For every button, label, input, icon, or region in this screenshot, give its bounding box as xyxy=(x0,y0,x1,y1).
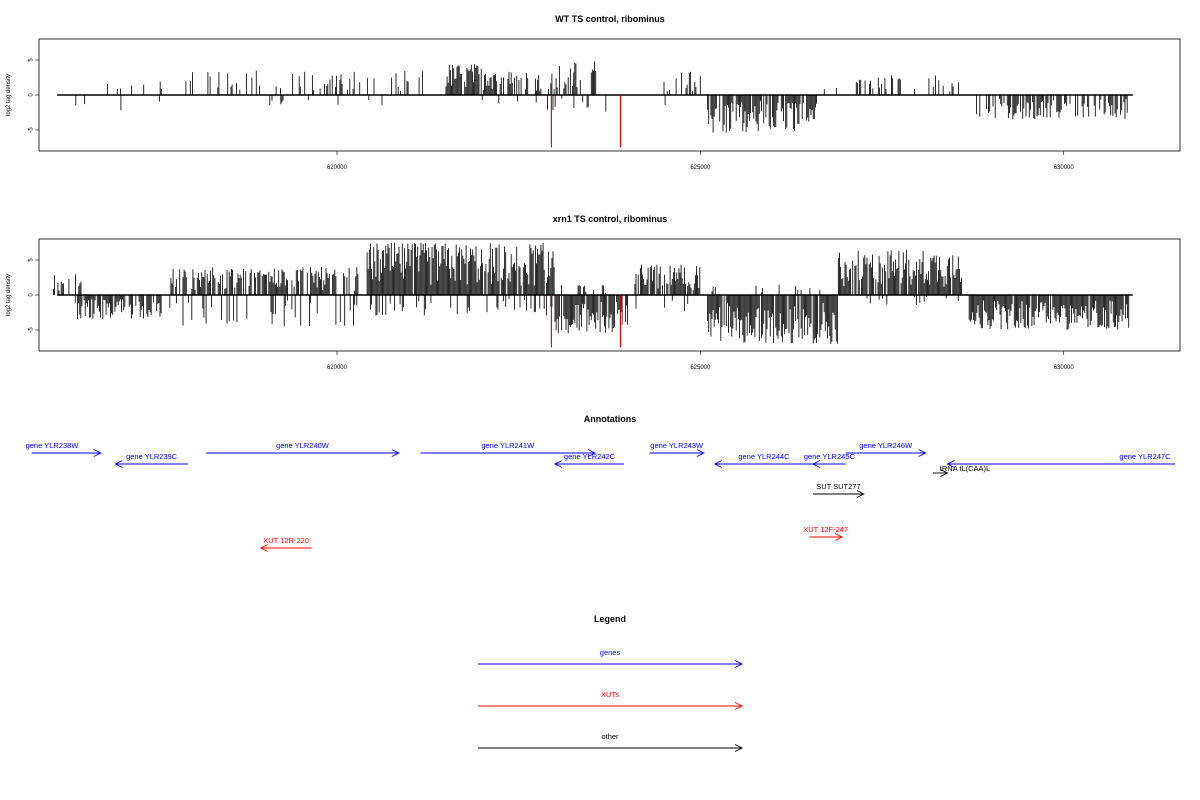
legend-label: other xyxy=(601,732,619,741)
feature-arrow xyxy=(206,449,400,457)
wt-highlight-bars xyxy=(550,95,621,148)
feature-arrow xyxy=(946,460,1175,468)
xrn1-y-axis: 5 0 -5 xyxy=(29,258,39,333)
x-tick-label: 620000 xyxy=(327,165,348,171)
x-tick-label: 625000 xyxy=(690,165,711,171)
feature-label: gene YLR246W xyxy=(859,441,913,450)
xrn1-panel-title: xrn1 TS control, ribominus xyxy=(553,214,668,224)
y-tick-label: 5 xyxy=(29,58,35,62)
feature-label: gene YLR245C xyxy=(804,452,856,461)
legend-items: genes XUTs other xyxy=(478,648,744,752)
feature-arrow xyxy=(649,449,705,457)
y-tick-label: -5 xyxy=(29,327,35,333)
feature-arrow xyxy=(932,469,949,477)
feature-label: gene YLR242C xyxy=(564,452,616,461)
y-tick-label: 5 xyxy=(29,258,35,262)
wt-x-axis: 620000 625000 630000 xyxy=(327,151,1074,171)
y-tick-label: -5 xyxy=(29,127,35,133)
legend-label: genes xyxy=(600,648,621,657)
feature-arrow xyxy=(114,460,188,468)
feature-label: gene YLR243W xyxy=(650,441,704,450)
xrn1-x-axis: 620000 625000 630000 xyxy=(327,351,1074,371)
feature-label: XUT 12F-247 xyxy=(803,525,848,534)
wt-y-axis-label: log2 tag density xyxy=(6,74,12,116)
feature-label: gene YLR247C xyxy=(1119,452,1171,461)
feature-arrow xyxy=(713,460,813,468)
feature-arrow xyxy=(259,544,312,552)
xrn1-highlight-bars xyxy=(550,295,621,348)
xrn1-bars xyxy=(53,242,1130,344)
annotation-features: gene YLR238W gene YLR239C gene YLR240W gene… xyxy=(26,441,1175,552)
legend-panel: Legend genes XUTs other xyxy=(478,614,744,752)
wt-bars xyxy=(75,61,1128,133)
x-tick-label: 625000 xyxy=(690,365,711,371)
feature-arrow xyxy=(31,449,102,457)
x-tick-label: 620000 xyxy=(327,365,348,371)
feature-label: tRNA tL(CAA)L xyxy=(940,464,990,473)
y-tick-label: 0 xyxy=(29,93,35,97)
y-tick-label: 0 xyxy=(29,293,35,297)
wt-panel: WT TS control, ribominus log2 tag densit… xyxy=(6,14,1181,171)
legend-arrow xyxy=(478,744,744,752)
legend-arrow xyxy=(478,660,744,668)
feature-label: gene YLR240W xyxy=(276,441,330,450)
feature-label: gene YLR241W xyxy=(481,441,535,450)
feature-arrow xyxy=(809,533,844,541)
annotations-title: Annotations xyxy=(584,414,637,424)
feature-arrow xyxy=(811,460,846,468)
wt-y-axis: 5 0 -5 xyxy=(29,58,39,133)
wt-panel-title: WT TS control, ribominus xyxy=(555,14,665,24)
feature-arrow xyxy=(553,460,625,468)
feature-label: XUT 12R-220 xyxy=(263,536,309,545)
feature-arrow xyxy=(845,449,927,457)
feature-label: SUT SUT277 xyxy=(816,482,860,491)
feature-label: gene YLR244C xyxy=(738,452,790,461)
xrn1-y-axis-label: log2 tag density xyxy=(6,274,12,316)
feature-label: gene YLR239C xyxy=(126,452,178,461)
legend-label: XUTs xyxy=(601,690,619,699)
legend-arrow xyxy=(478,702,744,710)
x-tick-label: 630000 xyxy=(1054,165,1075,171)
feature-arrow xyxy=(420,449,596,457)
xrn1-panel: xrn1 TS control, ribominus log2 tag dens… xyxy=(6,214,1181,371)
feature-arrow xyxy=(812,490,865,498)
x-tick-label: 630000 xyxy=(1054,365,1075,371)
feature-label: gene YLR238W xyxy=(26,441,80,450)
legend-title: Legend xyxy=(594,614,626,624)
